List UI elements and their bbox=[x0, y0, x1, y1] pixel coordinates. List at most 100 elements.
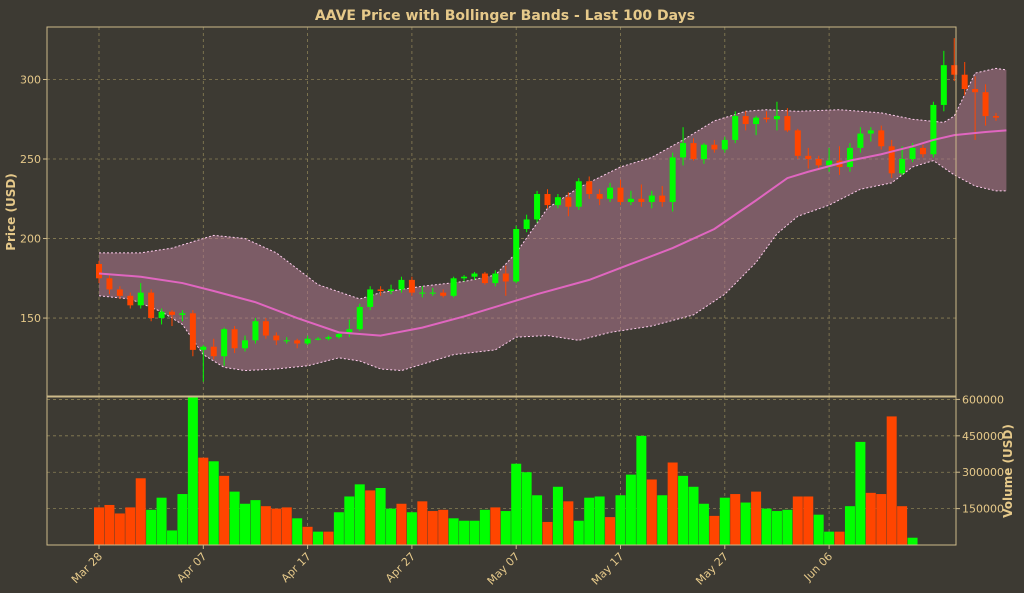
volume-bar bbox=[834, 531, 845, 545]
candle-body bbox=[221, 329, 228, 357]
volume-panel-frame bbox=[46, 396, 957, 546]
volume-bar bbox=[208, 461, 219, 545]
candle-body bbox=[398, 279, 405, 290]
candle-body bbox=[763, 117, 770, 120]
candle-body bbox=[721, 139, 728, 150]
price-axis-label: Price (USD) bbox=[4, 173, 18, 251]
candle-body bbox=[429, 292, 436, 294]
volume-tick-label: 600000 bbox=[962, 393, 1004, 406]
volume-bar bbox=[386, 508, 397, 545]
volume-axis-ticks: 150000 300000 450000 600000 bbox=[956, 393, 1004, 516]
candle-body bbox=[534, 194, 541, 220]
volume-bar bbox=[552, 486, 563, 545]
volume-bar bbox=[667, 462, 678, 545]
candle-body bbox=[367, 289, 374, 307]
volume-bar bbox=[594, 496, 605, 545]
candle-body bbox=[627, 198, 634, 202]
bollinger-band-fill bbox=[99, 68, 1007, 371]
candle-body bbox=[179, 313, 186, 315]
price-tick-label: 250 bbox=[20, 153, 41, 166]
candle-body bbox=[951, 65, 958, 75]
volume-bar bbox=[459, 520, 470, 545]
candle-body bbox=[805, 155, 812, 160]
candle-body bbox=[450, 278, 457, 296]
volume-bar bbox=[897, 506, 908, 545]
volume-bar bbox=[333, 512, 344, 545]
date-tick-label: Apr 17 bbox=[279, 550, 314, 585]
volume-bar bbox=[198, 457, 209, 545]
candle-body bbox=[815, 159, 822, 166]
candle-body bbox=[200, 346, 207, 350]
volume-bar bbox=[375, 487, 386, 545]
volume-bar bbox=[500, 511, 511, 545]
candle-body bbox=[899, 159, 906, 174]
volume-bar bbox=[855, 441, 866, 545]
volume-bar bbox=[730, 494, 741, 545]
volume-bar bbox=[865, 492, 876, 545]
candle-body bbox=[304, 338, 311, 344]
candle-body bbox=[346, 329, 353, 334]
candle-body bbox=[659, 195, 666, 202]
candle-body bbox=[596, 194, 603, 199]
candle-body bbox=[137, 292, 144, 306]
candle-body bbox=[700, 144, 707, 160]
volume-bar bbox=[907, 537, 918, 545]
candle-body bbox=[638, 198, 645, 202]
volume-bar bbox=[844, 506, 855, 545]
volume-bar bbox=[646, 479, 657, 545]
candle-body bbox=[753, 117, 760, 125]
volume-bars bbox=[94, 397, 918, 545]
volume-bar bbox=[146, 509, 157, 545]
candle-body bbox=[471, 273, 478, 277]
date-tick-label: May 27 bbox=[693, 550, 731, 588]
candle-body bbox=[523, 219, 530, 229]
candle-body bbox=[356, 306, 363, 330]
volume-bar bbox=[479, 509, 490, 545]
price-tick-label: 300 bbox=[20, 73, 41, 86]
candle-body bbox=[690, 143, 697, 160]
candle-body bbox=[513, 228, 520, 282]
candle-body bbox=[325, 337, 332, 339]
candle-body bbox=[116, 289, 123, 296]
volume-bar bbox=[886, 416, 897, 545]
date-tick-label: Apr 07 bbox=[174, 550, 209, 585]
candle-body bbox=[262, 321, 269, 336]
volume-bar bbox=[177, 494, 188, 545]
volume-bar bbox=[323, 531, 334, 545]
sma-line bbox=[98, 129, 1007, 337]
volume-bar bbox=[125, 507, 136, 545]
candlesticks bbox=[96, 38, 999, 382]
volume-bar bbox=[625, 474, 636, 545]
volume-bar bbox=[292, 518, 303, 545]
candle-body bbox=[294, 340, 301, 344]
chart-title: AAVE Price with Bollinger Bands - Last 1… bbox=[315, 8, 695, 24]
candle-body bbox=[252, 321, 259, 341]
volume-bar bbox=[782, 509, 793, 545]
volume-bar bbox=[438, 509, 449, 545]
candle-body bbox=[982, 92, 989, 117]
candle-body bbox=[857, 133, 864, 148]
candle-body bbox=[607, 187, 614, 199]
candle-body bbox=[335, 333, 342, 338]
candle-body bbox=[461, 276, 468, 279]
volume-bar bbox=[511, 463, 522, 545]
volume-bar bbox=[240, 503, 251, 545]
candle-body bbox=[784, 116, 791, 131]
volume-tick-label: 450000 bbox=[962, 430, 1004, 443]
volume-bar bbox=[688, 486, 699, 545]
candle-body bbox=[867, 130, 874, 134]
candle-body bbox=[169, 311, 176, 315]
volume-bar bbox=[406, 512, 417, 545]
candle-body bbox=[888, 146, 895, 174]
volume-bar bbox=[271, 508, 282, 545]
candle-body bbox=[919, 147, 926, 155]
bollinger-bands bbox=[98, 67, 1007, 372]
price-axis-ticks: 150 200 250 300 bbox=[20, 73, 47, 325]
volume-bar bbox=[187, 397, 198, 545]
volume-bar bbox=[771, 511, 782, 545]
candle-body bbox=[575, 181, 582, 207]
volume-bar bbox=[532, 495, 543, 545]
candle-body bbox=[680, 143, 687, 158]
volume-bar bbox=[813, 514, 824, 545]
volume-bar bbox=[657, 495, 668, 545]
